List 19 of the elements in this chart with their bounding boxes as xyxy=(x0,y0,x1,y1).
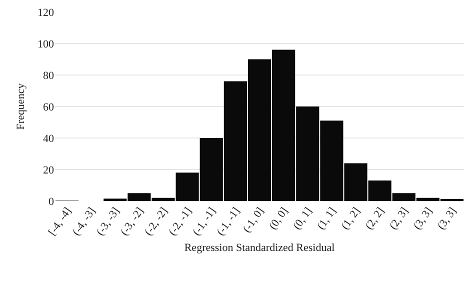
x-tick-label: (1, 2] xyxy=(339,205,363,232)
x-tick-label: (-1, 0] xyxy=(240,205,266,235)
y-tick-label: 40 xyxy=(43,132,54,145)
y-tick-label: 20 xyxy=(43,164,54,176)
x-axis-title: Regression Standardized Residual xyxy=(184,242,335,254)
x-tick-label: (1, 1] xyxy=(315,205,339,232)
x-tick-label: (3, 3] xyxy=(435,205,459,232)
x-tick-label: [-4, -4] xyxy=(46,205,74,238)
y-tick-label: 100 xyxy=(38,38,54,50)
y-tick-label: 0 xyxy=(48,196,54,208)
y-tick-label: 60 xyxy=(43,101,54,114)
x-tick-label: (3, 3] xyxy=(411,205,435,232)
x-tick-label: (0, 1] xyxy=(291,205,315,232)
x-tick-label: (2, 3] xyxy=(387,205,411,232)
x-tick-label: (0, 0] xyxy=(267,205,291,232)
x-tick-label: (2, 2] xyxy=(363,205,387,232)
y-axis-title: Frequency xyxy=(15,82,28,130)
y-tick-label: 80 xyxy=(43,70,54,82)
y-tick-label: 120 xyxy=(38,6,54,19)
